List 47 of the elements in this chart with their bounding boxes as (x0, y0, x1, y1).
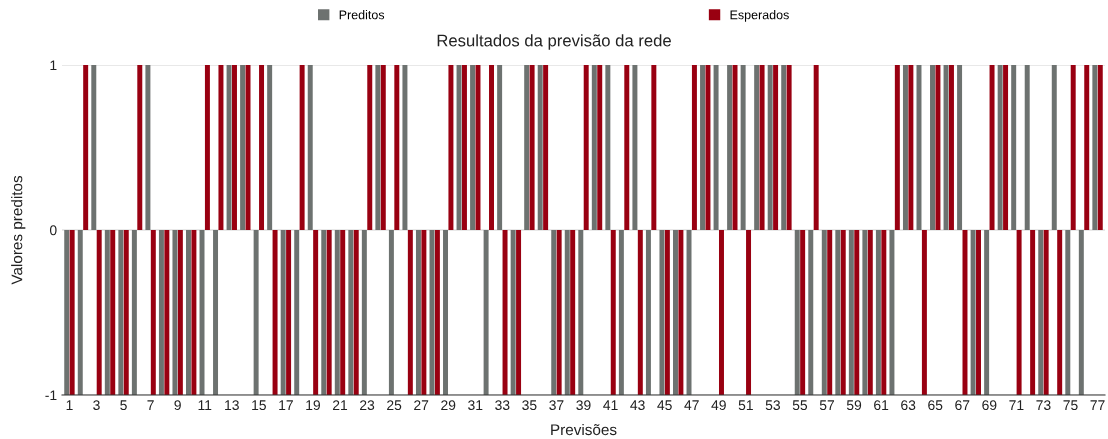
y-tick-label: 1 (50, 60, 57, 71)
x-tick-label: 51 (738, 400, 753, 411)
x-tick-label: 57 (819, 400, 835, 411)
x-tick-label: 77 (1090, 400, 1105, 410)
legend-label: Esperados (730, 10, 789, 22)
x-tick-label: 11 (198, 400, 212, 410)
x-tick-label: 71 (1009, 400, 1024, 410)
x-tick-label: 59 (846, 400, 862, 411)
x-tick-label: 37 (549, 400, 564, 411)
x-tick-label: 47 (684, 400, 699, 410)
x-tick-label: 43 (630, 400, 645, 411)
x-tick-label: 45 (657, 400, 672, 411)
x-tick-label: 39 (576, 400, 591, 411)
x-tick-label: 27 (414, 400, 429, 410)
x-tick-label: 5 (120, 400, 127, 411)
legend-label: Preditos (339, 10, 385, 20)
x-tick-label: 13 (225, 400, 239, 411)
x-tick-label: 1 (66, 400, 73, 410)
y-axis-title: Valores preditos (11, 175, 26, 285)
x-tick-label: 65 (928, 400, 943, 411)
x-tick-label: 75 (1063, 400, 1078, 411)
x-tick-label: 35 (522, 400, 537, 411)
x-tick-label: 61 (874, 400, 889, 411)
x-tick-label: 53 (765, 400, 780, 411)
x-tick-label: 19 (306, 400, 321, 411)
x-tick-label: 41 (603, 400, 618, 410)
x-tick-label: 67 (955, 400, 970, 411)
x-axis-title: Previsões (551, 423, 617, 436)
x-tick-label: 3 (93, 400, 100, 411)
x-tick-label: 21 (332, 400, 348, 410)
x-tick-label: 25 (387, 400, 402, 411)
x-tick-label: 63 (901, 400, 916, 411)
x-tick-label: 29 (441, 400, 456, 411)
chart-title: Resultados da previsão da rede (437, 34, 671, 50)
x-tick-label: 7 (147, 400, 154, 410)
x-tick-label: 9 (174, 400, 181, 411)
y-tick-label: -1 (45, 390, 57, 401)
y-tick-label: 0 (49, 225, 57, 236)
x-tick-label: 49 (711, 400, 726, 411)
x-tick-label: 73 (1036, 400, 1051, 411)
x-tick-label: 69 (982, 400, 997, 411)
x-tick-label: 31 (468, 400, 483, 411)
x-tick-label: 17 (279, 400, 293, 410)
x-tick-label: 15 (252, 400, 266, 411)
x-tick-label: 55 (792, 400, 808, 411)
x-tick-label: 33 (495, 400, 510, 411)
x-tick-label: 23 (360, 400, 375, 411)
